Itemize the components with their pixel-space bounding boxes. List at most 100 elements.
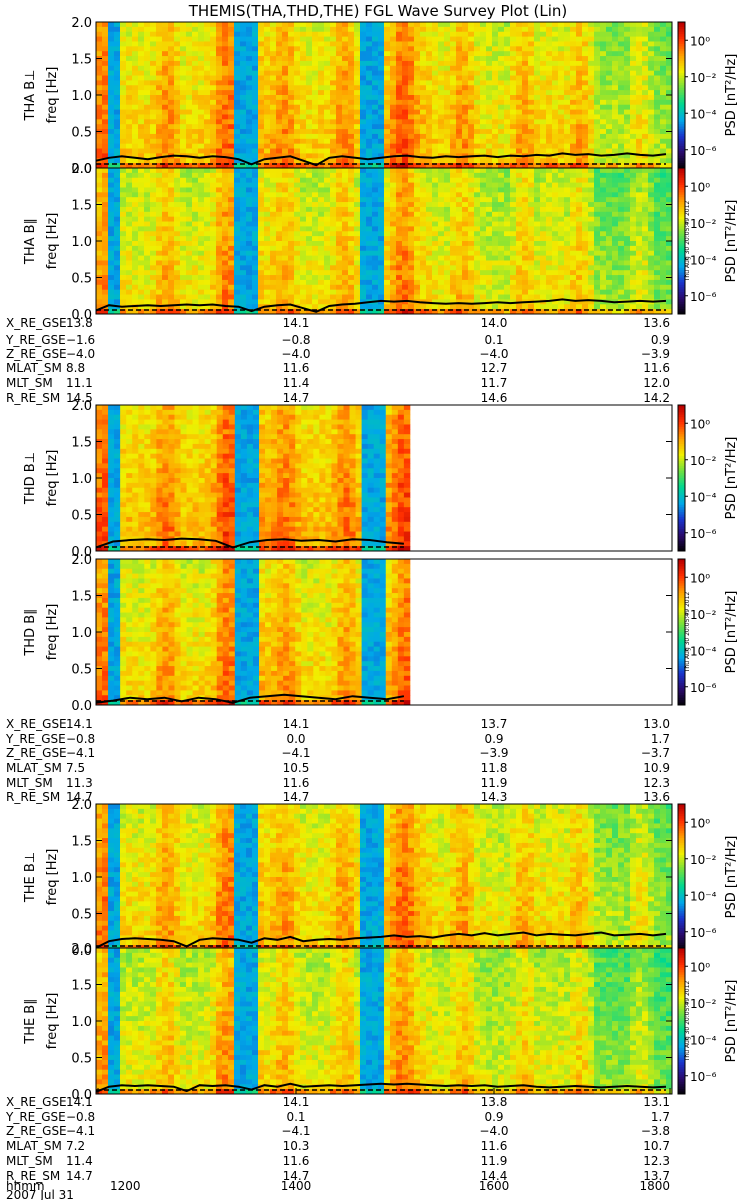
spectrogram-cell [294, 231, 300, 236]
spectrogram-cell [564, 139, 570, 144]
spectrogram-cell [426, 105, 432, 110]
spectrogram-cell [120, 173, 126, 178]
spectrogram-cell [492, 144, 498, 149]
spectrogram-cell [420, 285, 426, 290]
spectrogram-cell [288, 37, 294, 42]
spectrogram-cell [120, 295, 126, 300]
spectrogram-cell [408, 134, 414, 139]
spectrogram-cell [480, 231, 486, 236]
spectrogram-cell [594, 95, 600, 100]
spectrogram-cell [198, 119, 204, 124]
spectrogram-cell [630, 61, 636, 66]
spectrogram-cell [264, 80, 270, 85]
spectrogram-cell [318, 71, 324, 76]
spectrogram-cell [348, 105, 354, 110]
spectrogram-cell [486, 149, 492, 154]
spectrogram-cell [96, 41, 102, 46]
spectrogram-cell [534, 61, 540, 66]
spectrogram-cell [378, 280, 384, 285]
spectrogram-cell [258, 37, 264, 42]
spectrogram-cell [204, 144, 210, 149]
spectrogram-cell [330, 168, 336, 173]
spectrogram-cell [294, 285, 300, 290]
spectrogram-cell [648, 119, 654, 124]
spectrogram-cell [120, 51, 126, 56]
spectrogram-cell [342, 246, 348, 251]
spectrogram-cell [348, 251, 354, 256]
spectrogram-cell [564, 124, 570, 129]
spectrogram-cell [342, 183, 348, 188]
spectrogram-cell [372, 246, 378, 251]
spectrogram-cell [294, 222, 300, 227]
spectrogram-cell [636, 110, 642, 115]
spectrogram-cell [114, 207, 120, 212]
spectrogram-cell [348, 56, 354, 61]
spectrogram-cell [654, 110, 660, 115]
spectrogram-cell [390, 80, 396, 85]
spectrogram-cell [96, 178, 102, 183]
spectrogram-cell [198, 207, 204, 212]
spectrogram-cell [480, 246, 486, 251]
spectrogram-cell [612, 95, 618, 100]
spectrogram-cell [564, 134, 570, 139]
spectrogram-cell [630, 32, 636, 37]
spectrogram-cell [366, 51, 372, 56]
spectrogram-cell [150, 100, 156, 105]
spectrogram-cell [216, 178, 222, 183]
spectrogram-cell [156, 246, 162, 251]
spectrogram-cell [330, 173, 336, 178]
spectrogram-cell [504, 66, 510, 71]
spectrogram-cell [384, 178, 390, 183]
spectrogram-cell [108, 124, 114, 129]
spectrogram-cell [318, 226, 324, 231]
spectrogram-cell [192, 134, 198, 139]
spectrogram-cell [516, 114, 522, 119]
spectrogram-cell [444, 105, 450, 110]
spectrogram-cell [252, 207, 258, 212]
spectrogram-cell [636, 46, 642, 51]
spectrogram-cell [408, 22, 414, 27]
spectrogram-cell [360, 105, 366, 110]
spectrogram-cell [120, 265, 126, 270]
spectrogram-cell [306, 251, 312, 256]
spectrogram-cell [270, 192, 276, 197]
spectrogram-cell [480, 105, 486, 110]
spectrogram-cell [252, 46, 258, 51]
spectrogram-cell [144, 32, 150, 37]
spectrogram-cell [114, 71, 120, 76]
spectrogram-cell [96, 187, 102, 192]
spectrogram-cell [528, 61, 534, 66]
spectrogram-cell [126, 105, 132, 110]
spectrogram-cell [462, 51, 468, 56]
spectrogram-cell [522, 27, 528, 32]
spectrogram-cell [354, 56, 360, 61]
spectrogram-cell [318, 124, 324, 129]
spectrogram-cell [144, 280, 150, 285]
spectrogram-cell [144, 149, 150, 154]
spectrogram-cell [138, 105, 144, 110]
spectrogram-cell [264, 202, 270, 207]
spectrogram-cell [510, 100, 516, 105]
spectrogram-cell [276, 295, 282, 300]
spectrogram-cell [582, 129, 588, 134]
spectrogram-cell [234, 22, 240, 27]
colorbar-tick-label: 10⁻⁶ [690, 144, 717, 158]
spectrogram-cell [360, 134, 366, 139]
spectrogram-cell [306, 226, 312, 231]
spectrogram-cell [516, 85, 522, 90]
spectrogram-cell [588, 158, 594, 163]
spectrogram-cell [306, 246, 312, 251]
spectrogram-cell [234, 226, 240, 231]
spectrogram-cell [570, 144, 576, 149]
spectrogram-cell [504, 105, 510, 110]
spectrogram-cell [654, 56, 660, 61]
spectrogram-cell [426, 110, 432, 115]
spectrogram-cell [258, 66, 264, 71]
spectrogram-cell [108, 270, 114, 275]
spectrogram-cell [264, 76, 270, 81]
spectrogram-cell [168, 119, 174, 124]
spectrogram-cell [480, 304, 486, 309]
spectrogram-cell [390, 290, 396, 295]
spectrogram-cell [138, 32, 144, 37]
spectrogram-cell [114, 144, 120, 149]
